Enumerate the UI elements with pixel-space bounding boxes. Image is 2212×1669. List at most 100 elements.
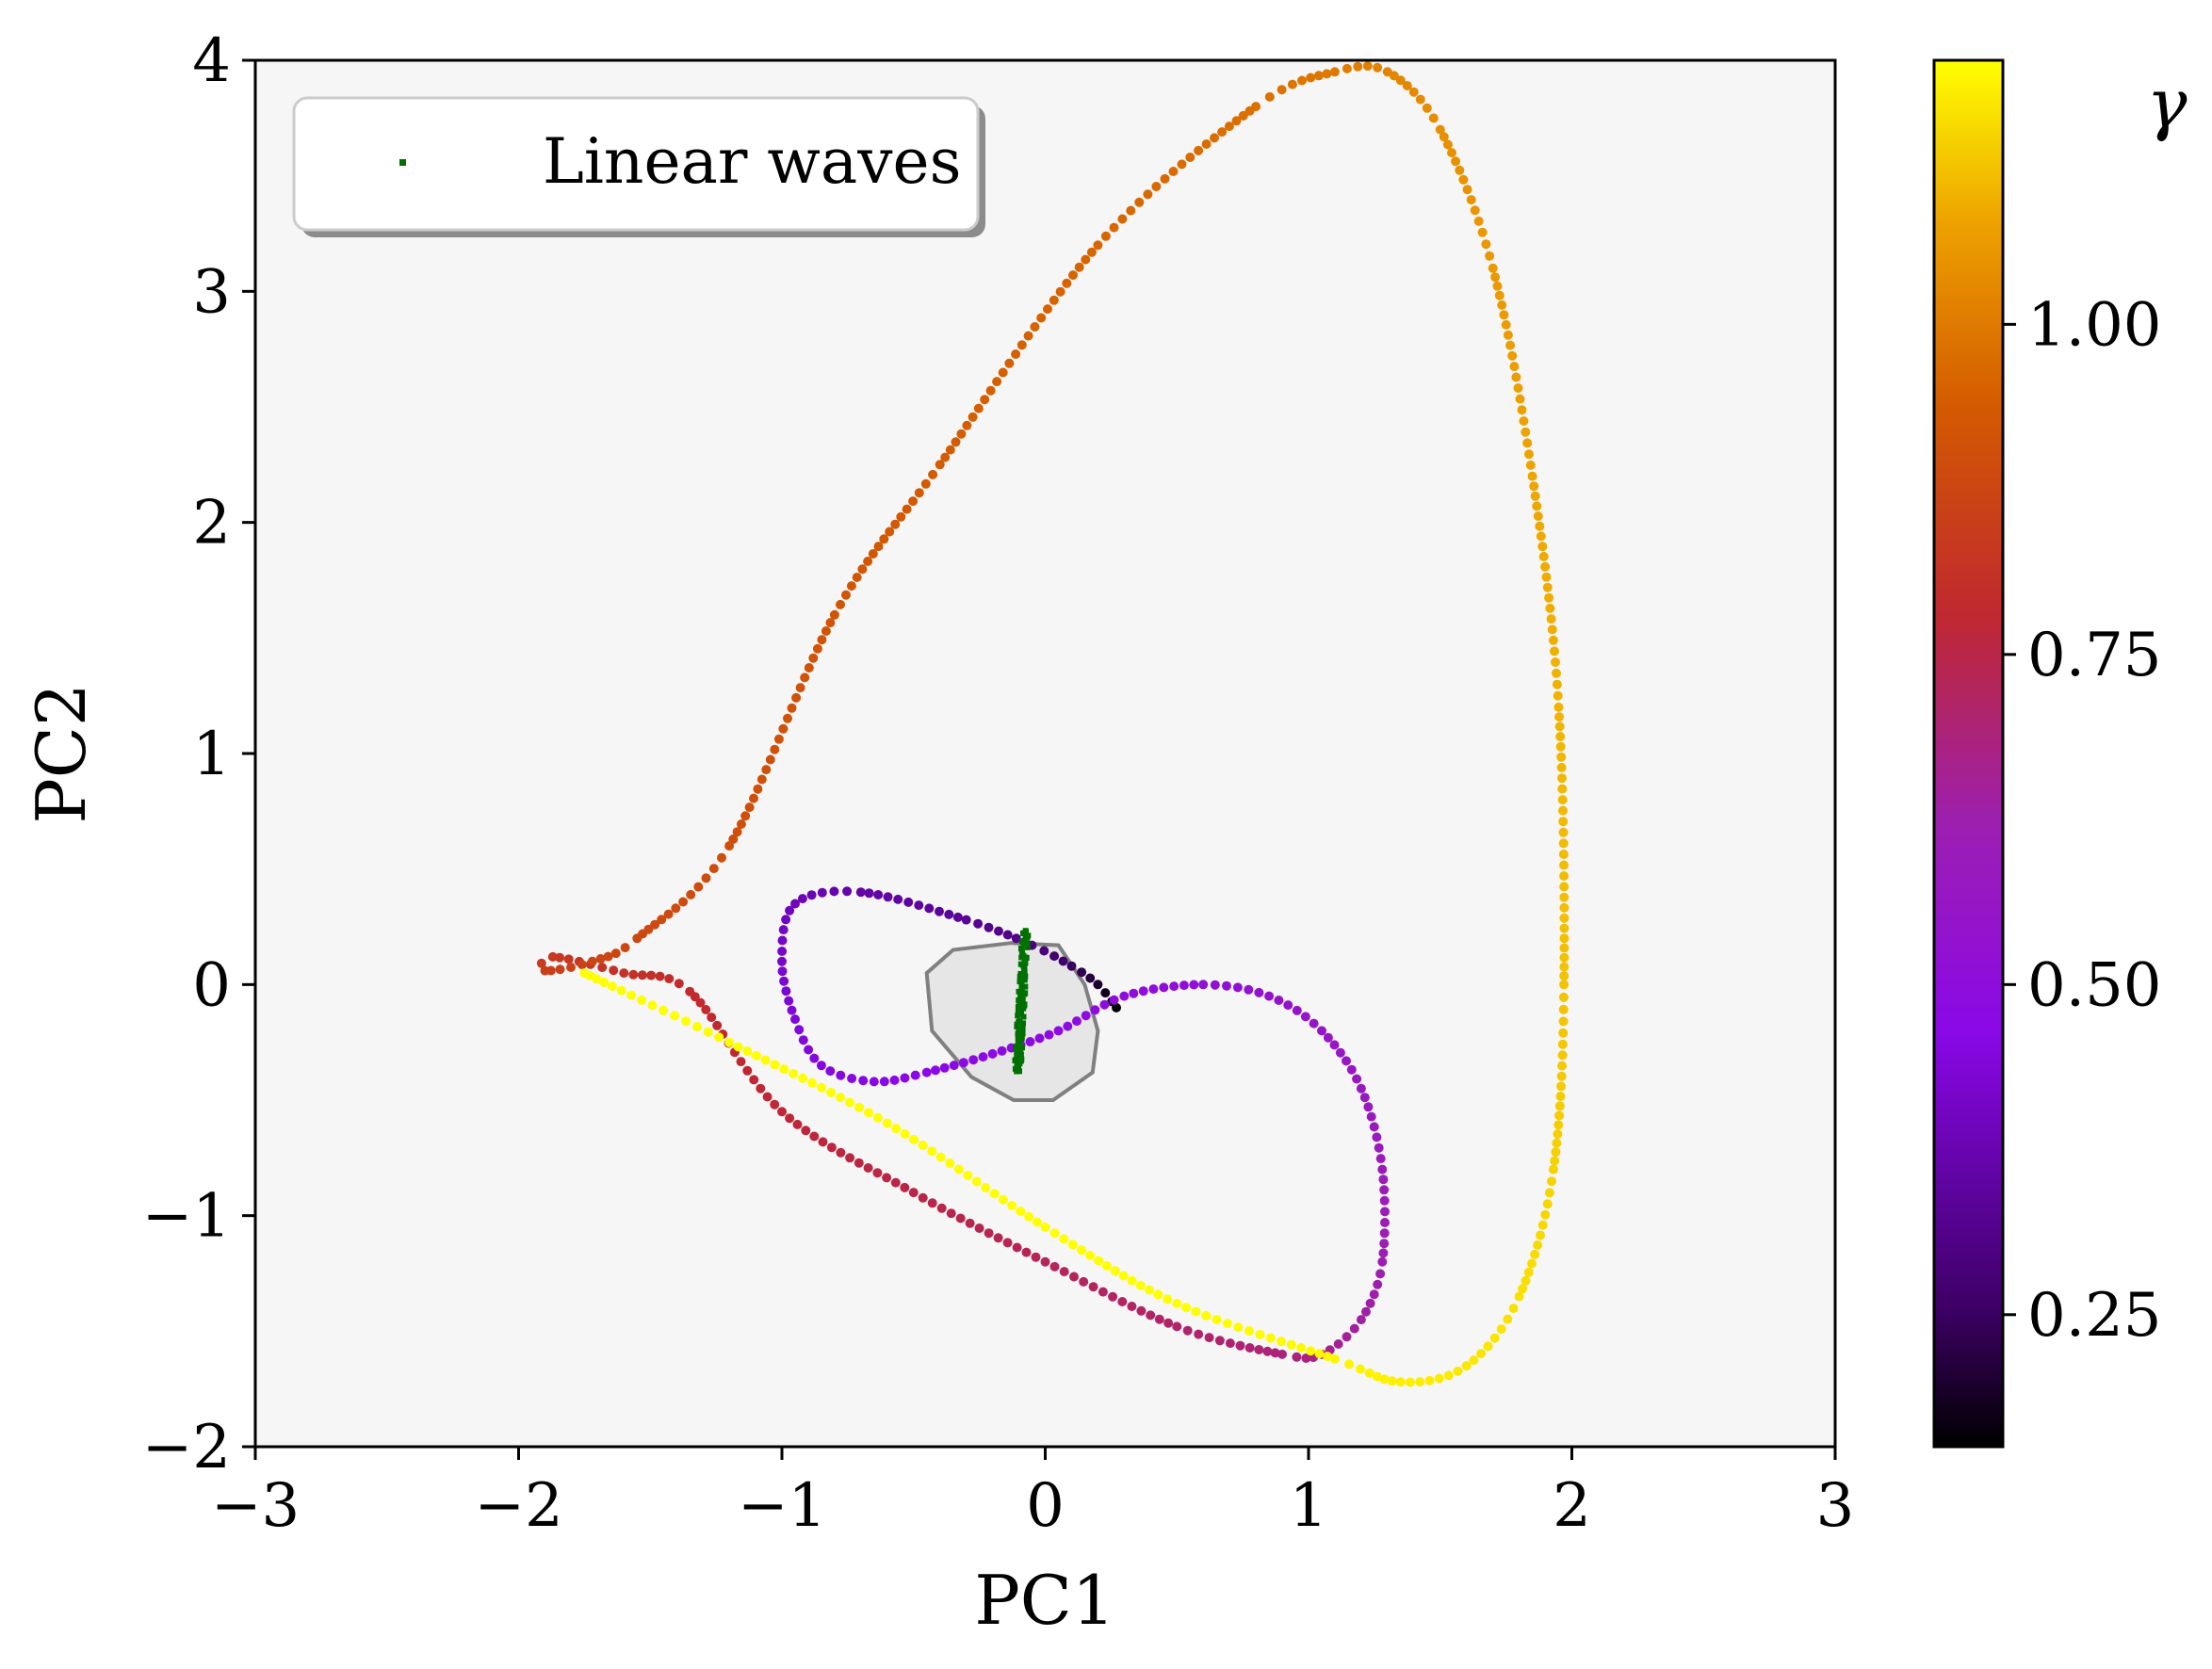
trajectory-point — [1378, 1175, 1389, 1185]
trajectory-point — [692, 1022, 702, 1031]
trajectory-point — [962, 420, 972, 430]
trajectory-point — [1477, 227, 1488, 237]
trajectory-point — [998, 1194, 1008, 1205]
trajectory-point — [1212, 1315, 1222, 1324]
trajectory-point — [829, 609, 839, 620]
trajectory-point — [1496, 1324, 1506, 1335]
trajectory-point — [1511, 372, 1521, 382]
trajectory-point — [885, 527, 895, 537]
trajectory-point — [852, 573, 862, 582]
trajectory-point — [1024, 1211, 1034, 1222]
trajectory-point — [903, 897, 914, 907]
trajectory-point — [1461, 1361, 1472, 1371]
x-tick-label: 0 — [1026, 1471, 1065, 1541]
trajectory-point — [1553, 702, 1564, 712]
trajectory-point — [1069, 1272, 1079, 1282]
trajectory-point — [953, 1164, 964, 1175]
trajectory-point — [992, 377, 1002, 387]
trajectory-point — [646, 970, 657, 980]
trajectory-point — [1016, 1207, 1026, 1216]
trajectory-point — [740, 811, 751, 821]
trajectory-point — [1198, 980, 1209, 990]
trajectory-point — [1379, 1239, 1390, 1249]
trajectory-point — [1489, 1333, 1500, 1343]
trajectory-point — [1559, 933, 1570, 944]
trajectory-point — [1545, 603, 1555, 613]
trajectory-point — [1513, 383, 1523, 393]
trajectory-point — [770, 1060, 780, 1070]
colorbar-tick-label: 0.25 — [2027, 1281, 2162, 1351]
trajectory-point — [678, 897, 689, 907]
trajectory-point — [785, 905, 795, 916]
trajectory-point — [778, 723, 789, 734]
trajectory-point — [1557, 773, 1567, 784]
trajectory-point — [1546, 614, 1556, 624]
trajectory-point — [1117, 1297, 1128, 1306]
trajectory-point — [1283, 1000, 1293, 1011]
trajectory-point — [1025, 1037, 1035, 1046]
trajectory-point — [936, 1203, 947, 1213]
trajectory-point — [1369, 1289, 1379, 1300]
linear-wave-point — [1018, 1003, 1025, 1009]
trajectory-point — [1485, 251, 1495, 261]
trajectory-point — [1555, 732, 1566, 741]
trajectory-point — [883, 892, 893, 902]
trajectory-point — [914, 900, 924, 911]
y-tick-label: 0 — [192, 950, 231, 1020]
trajectory-point — [1333, 1339, 1343, 1349]
linear-wave-point — [1017, 979, 1023, 985]
trajectory-point — [1379, 1374, 1390, 1385]
trajectory-point — [1559, 923, 1570, 933]
trajectory-point — [882, 1118, 892, 1128]
trajectory-point — [701, 1005, 711, 1014]
trajectory-point — [974, 1223, 984, 1233]
trajectory-point — [650, 919, 660, 930]
trajectory-point — [1254, 1345, 1264, 1354]
trajectory-point — [798, 1073, 808, 1083]
trajectory-point — [965, 1218, 975, 1228]
trajectory-point — [1093, 240, 1103, 251]
trajectory-point — [1535, 521, 1545, 531]
trajectory-point — [1558, 838, 1569, 849]
trajectory-point — [1547, 624, 1557, 635]
trajectory-point — [1049, 295, 1059, 305]
trajectory-point — [940, 452, 951, 462]
trajectory-point — [1068, 270, 1078, 281]
trajectory-point — [685, 986, 695, 997]
trajectory-point — [1439, 132, 1449, 142]
trajectory-point — [599, 977, 610, 987]
trajectory-point — [1346, 1064, 1357, 1075]
x-tick-label: 3 — [1816, 1471, 1855, 1541]
trajectory-point — [1557, 795, 1568, 805]
trajectory-point — [655, 971, 665, 981]
trajectory-point — [1547, 1176, 1556, 1187]
trajectory-point — [1559, 892, 1570, 902]
trajectory-point — [1317, 1026, 1326, 1036]
trajectory-point — [1363, 1102, 1374, 1112]
trajectory-point — [760, 1055, 771, 1065]
trajectory-point — [1034, 1033, 1045, 1044]
trajectory-point — [1146, 1310, 1156, 1321]
trajectory-point — [845, 1097, 854, 1108]
trajectory-point — [1559, 860, 1569, 870]
trajectory-point — [1265, 1333, 1276, 1343]
trajectory-point — [826, 1087, 836, 1097]
trajectory-point — [854, 1158, 864, 1168]
trajectory-point — [1378, 1248, 1389, 1258]
trajectory-point — [1066, 961, 1077, 971]
trajectory-point — [1544, 1188, 1554, 1198]
trajectory-point — [1521, 1275, 1531, 1286]
trajectory-point — [792, 1119, 803, 1129]
trajectory-point — [872, 1168, 883, 1178]
trajectory-point — [1277, 85, 1287, 95]
trajectory-point — [708, 864, 719, 874]
trajectory-point — [857, 564, 868, 575]
linear-wave-point — [1018, 948, 1025, 955]
trajectory-point — [1040, 1256, 1050, 1267]
trajectory-point — [1179, 980, 1189, 991]
trajectory-point — [770, 1099, 780, 1110]
trajectory-point — [777, 1107, 787, 1117]
trajectory-point — [1517, 405, 1527, 415]
trajectory-point — [779, 976, 789, 986]
trajectory-point — [1244, 1343, 1255, 1353]
